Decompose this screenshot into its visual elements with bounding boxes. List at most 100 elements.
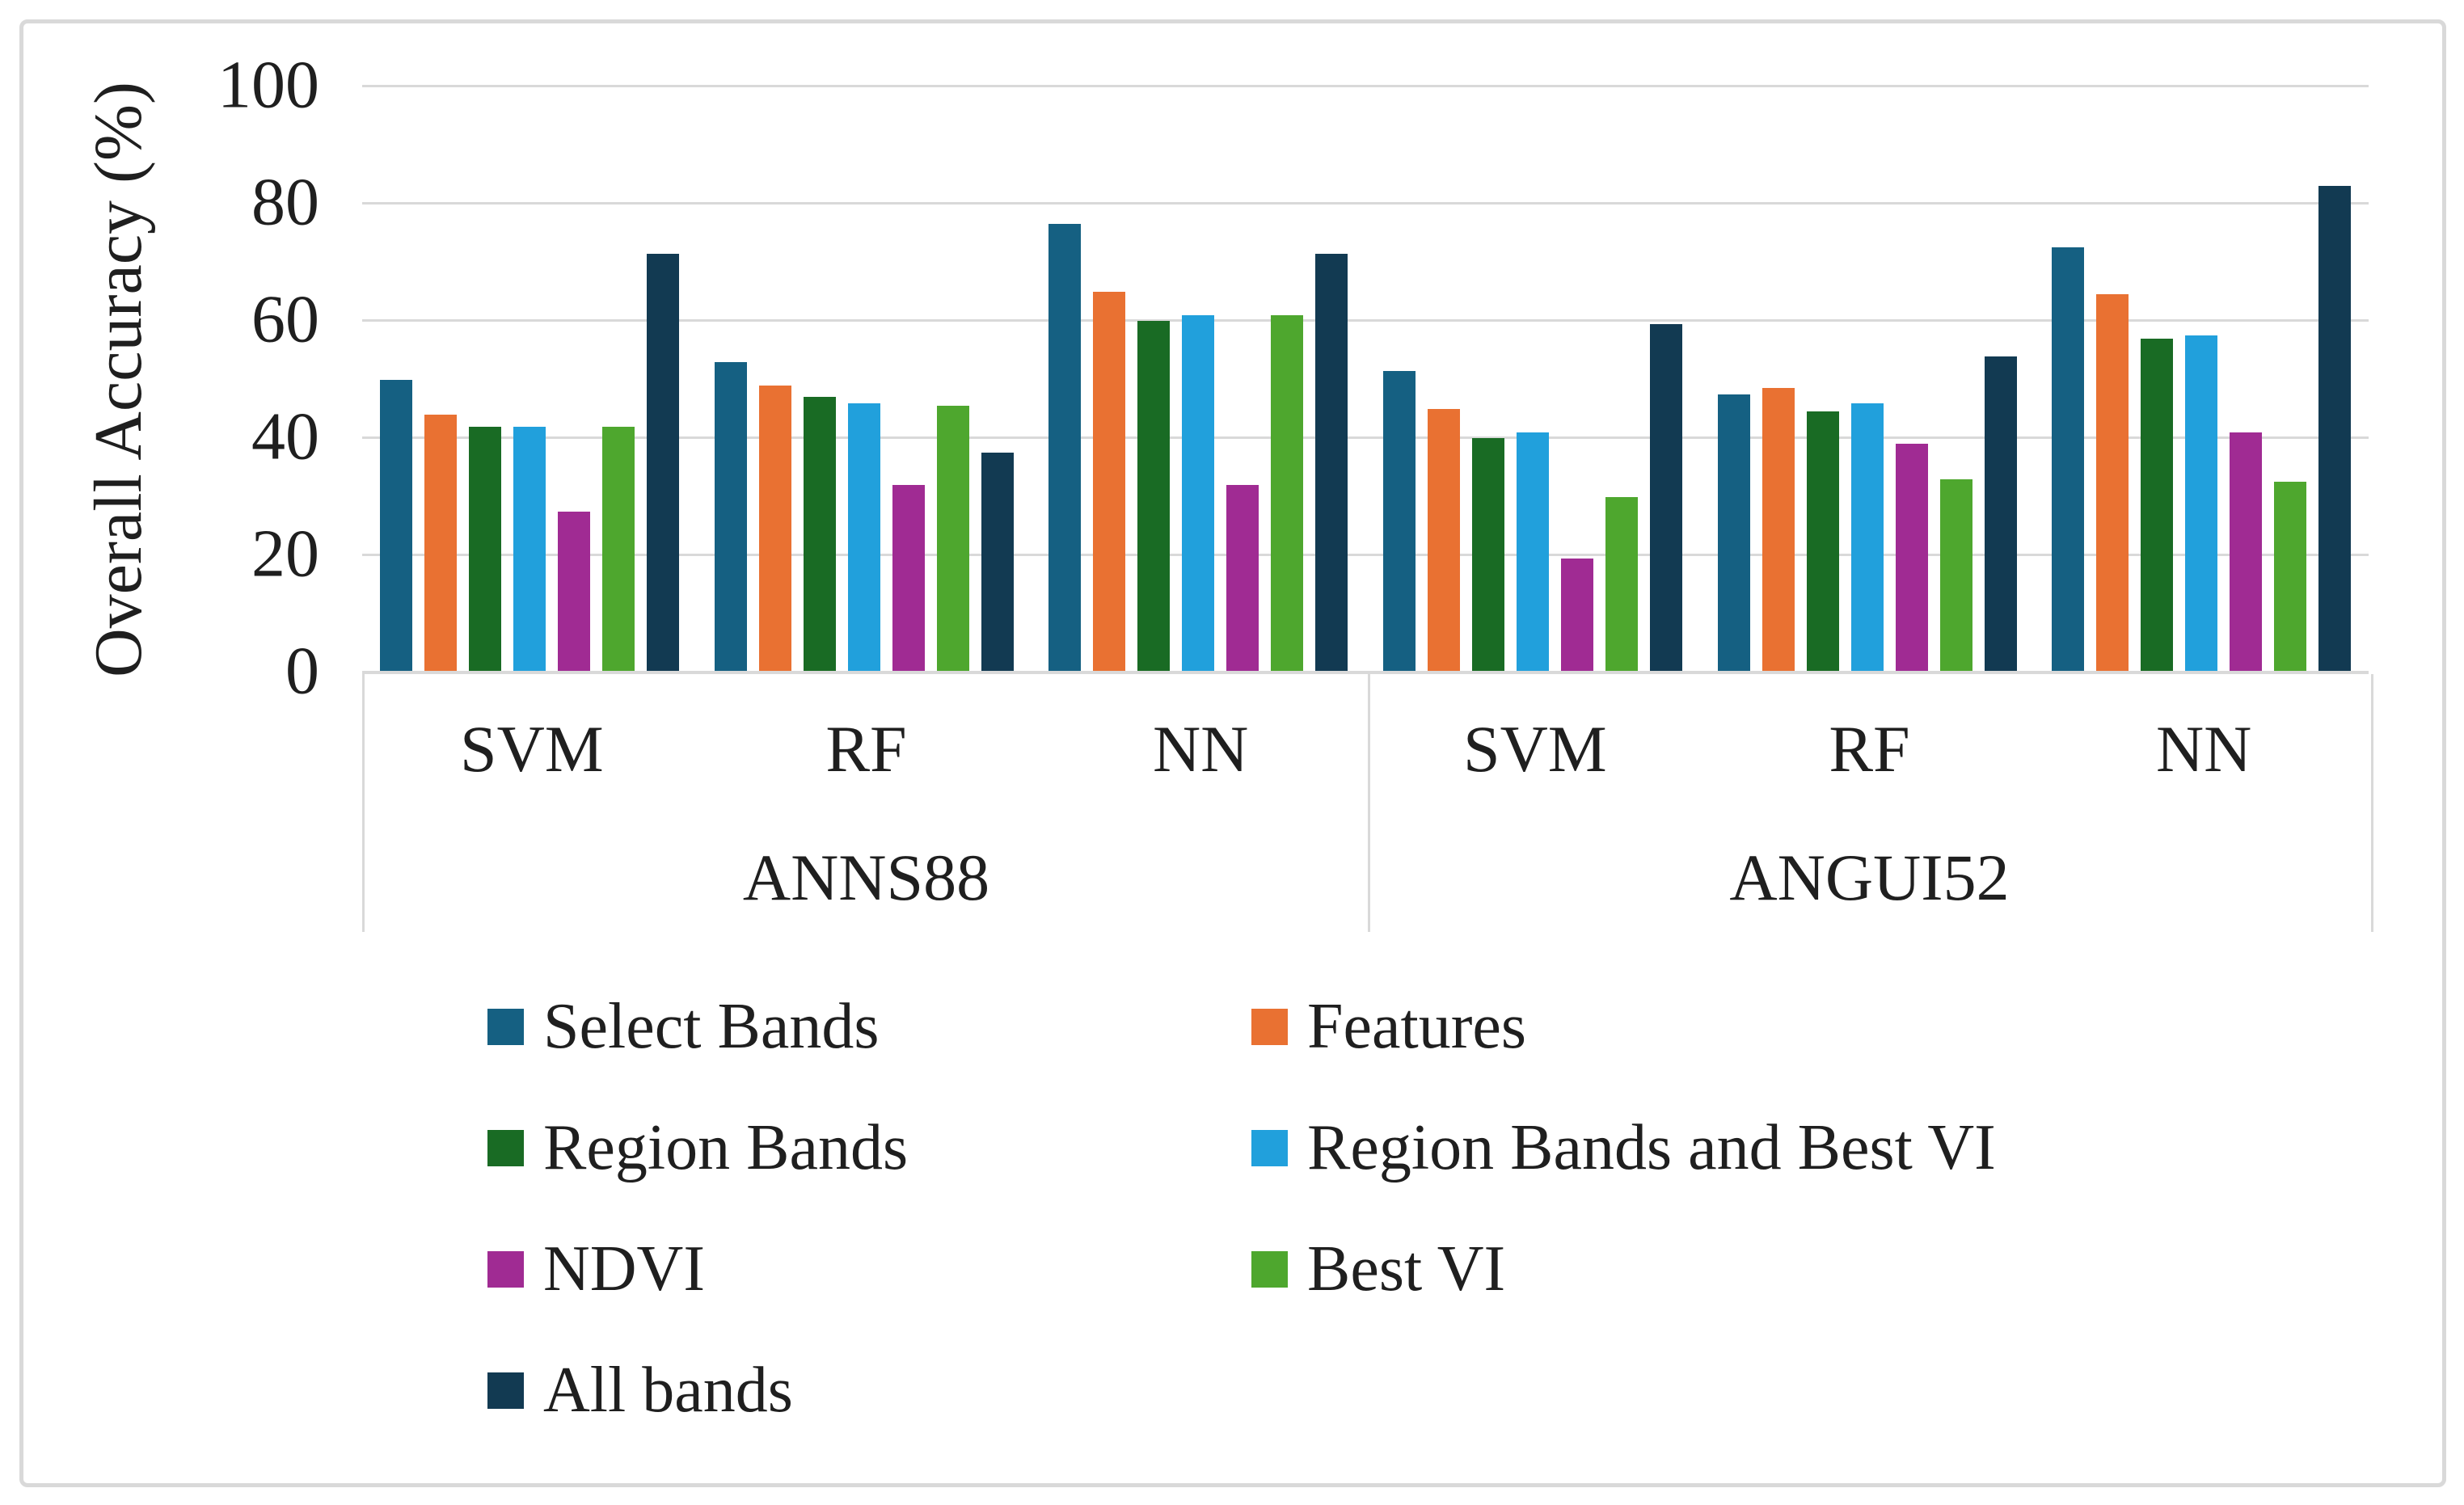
legend-swatch-ndvi (487, 1250, 524, 1288)
bar-all-bands (981, 453, 1014, 672)
bar-cluster-angui52-rf (1700, 86, 2035, 672)
bar-region-bands-and-best-vi (847, 403, 880, 672)
bar-region-bands-and-best-vi (2185, 335, 2218, 672)
bar-cluster-anns88-svm (362, 86, 697, 672)
bar-region-bands-and-best-vi (1516, 432, 1549, 672)
bar-best-vi (1939, 478, 1972, 672)
bar-region-bands (468, 426, 501, 672)
y-tick-label-100: 100 (217, 47, 319, 123)
bar-region-bands (1471, 438, 1504, 672)
bar-all-bands (1649, 323, 1682, 672)
bar-ndvi (1226, 485, 1259, 672)
bar-group-anns88 (362, 86, 1365, 672)
bar-best-vi (601, 426, 635, 672)
legend-swatch-region-bands-and-best-vi (1251, 1129, 1288, 1166)
legend-item-region-bands: Region Bands (487, 1112, 908, 1183)
legend-swatch-select-bands (487, 1008, 524, 1045)
bar-region-bands (803, 397, 836, 672)
legend-label: Best VI (1307, 1233, 1506, 1305)
gridline-100 (362, 85, 2369, 87)
bar-cluster-anns88-nn (1031, 86, 1365, 672)
legend-item-all-bands: All bands (487, 1355, 793, 1426)
y-tick-label-60: 60 (251, 281, 319, 357)
bar-ndvi (557, 511, 590, 672)
bar-best-vi (2274, 482, 2307, 672)
gridline-20 (362, 554, 2369, 556)
legend-swatch-features (1251, 1008, 1288, 1045)
bar-cluster-anns88-rf (697, 86, 1032, 672)
gridline-80 (362, 202, 2369, 204)
y-tick-label-40: 40 (251, 398, 319, 474)
chart-frame (19, 19, 2446, 1487)
bar-select-bands (2052, 247, 2085, 672)
bar-best-vi (936, 406, 969, 672)
bar-region-bands (1806, 411, 1839, 672)
legend-label: Region Bands and Best VI (1307, 1112, 1996, 1183)
bar-features (424, 415, 457, 672)
x-axis-line (362, 671, 2369, 674)
bar-ndvi (2230, 432, 2263, 672)
legend-item-best-vi: Best VI (1251, 1233, 1505, 1305)
bar-features (1093, 291, 1126, 672)
bar-select-bands (379, 379, 412, 672)
bar-best-vi (1271, 314, 1304, 672)
bar-region-bands (2141, 338, 2174, 672)
bar-select-bands (1382, 370, 1416, 672)
category-label-svm: SVM (1462, 711, 1607, 786)
bar-features (1427, 408, 1460, 672)
bar-best-vi (1605, 496, 1638, 672)
legend-item-region-bands-and-best-vi: Region Bands and Best VI (1251, 1112, 1996, 1183)
legend-item-select-bands: Select Bands (487, 991, 879, 1062)
legend-label: All bands (543, 1355, 793, 1426)
legend-item-features: Features (1251, 991, 1526, 1062)
bar-select-bands (1048, 224, 1082, 672)
category-label-rf: RF (825, 711, 907, 786)
group-label-row: ANNS88 ANGUI52 (365, 824, 2371, 932)
bar-all-bands (2318, 186, 2352, 672)
bar-select-bands (714, 361, 747, 672)
bar-all-bands (1315, 253, 1348, 672)
group-label-anns88: ANNS88 (742, 841, 990, 914)
bar-ndvi (1560, 558, 1593, 672)
legend-label: Region Bands (543, 1112, 909, 1183)
bar-ndvi (892, 485, 925, 672)
category-label-nn: NN (2155, 711, 2252, 786)
bar-features (2096, 294, 2129, 672)
bar-cluster-angui52-svm (1365, 86, 1700, 672)
classifier-labels-angui52: SVM RF NN (1368, 674, 2371, 824)
bar-select-bands (1717, 394, 1750, 672)
bar-region-bands (1137, 321, 1171, 672)
group-divider-line (1368, 674, 1370, 932)
y-tick-label-0: 0 (285, 633, 319, 709)
bar-all-bands (646, 253, 679, 672)
category-label-nn: NN (1152, 711, 1249, 786)
bar-ndvi (1895, 444, 1928, 672)
legend-swatch-region-bands (487, 1129, 524, 1166)
y-axis-tick-labels: 0 20 40 60 80 100 (0, 51, 319, 705)
legend-label: Features (1307, 991, 1527, 1062)
legend-swatch-all-bands (487, 1372, 524, 1409)
bar-group-angui52 (1365, 86, 2369, 672)
bar-features (1762, 388, 1795, 672)
legend-label: NDVI (543, 1233, 705, 1305)
bar-region-bands-and-best-vi (1182, 314, 1215, 672)
legend-swatch-best-vi (1251, 1250, 1288, 1288)
bar-all-bands (1984, 356, 2017, 672)
bar-region-bands-and-best-vi (513, 426, 546, 672)
classifier-label-row: SVM RF NN SVM RF NN (365, 674, 2371, 824)
category-label-rf: RF (1829, 711, 1910, 786)
classifier-labels-anns88: SVM RF NN (365, 674, 1368, 824)
legend-label: Select Bands (543, 991, 880, 1062)
bar-features (758, 385, 791, 672)
legend-item-ndvi: NDVI (487, 1233, 705, 1305)
category-axis-area: SVM RF NN SVM RF NN ANNS88 ANGUI52 (362, 674, 2373, 932)
category-label-svm: SVM (459, 711, 604, 786)
plot-area (362, 85, 2369, 672)
group-label-angui52: ANGUI52 (1729, 841, 2010, 914)
y-tick-label-20: 20 (251, 516, 319, 592)
bar-region-bands-and-best-vi (1850, 403, 1884, 672)
gridline-60 (362, 319, 2369, 322)
y-tick-label-80: 80 (251, 164, 319, 240)
gridline-40 (362, 436, 2369, 439)
